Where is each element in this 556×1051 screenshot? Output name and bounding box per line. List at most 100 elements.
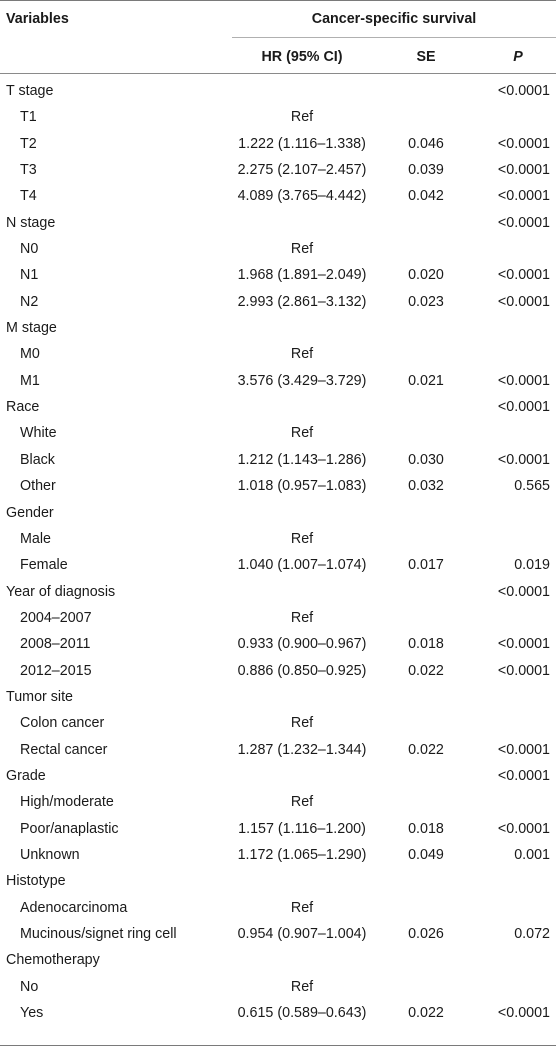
row-label: Year of diagnosis xyxy=(6,583,116,600)
row-se: 0.046 xyxy=(408,135,444,152)
table-row: T2 1.222 (1.116–1.338) 0.046 <0.0001 xyxy=(0,131,556,157)
table-row-category: T stage <0.0001 xyxy=(0,78,556,104)
table-row: M1 3.576 (3.429–3.729) 0.021 <0.0001 xyxy=(0,368,556,394)
row-hr: 4.089 (3.765–4.442) xyxy=(237,188,367,205)
table-row: N0 Ref xyxy=(0,236,556,262)
row-label: T1 xyxy=(20,109,37,126)
row-se: 0.049 xyxy=(408,846,444,863)
row-label: Chemotherapy xyxy=(6,952,100,969)
table-row: Poor/anaplastic 1.157 (1.116–1.200) 0.018 <… xyxy=(0,816,556,842)
table-row: Mucinous/signet ring cell 0.954 (0.907–1.… xyxy=(0,921,556,947)
table-row-category: Race <0.0001 xyxy=(0,394,556,420)
row-hr: Ref xyxy=(290,609,314,626)
row-se: 0.017 xyxy=(408,557,444,574)
row-label: 2004–2007 xyxy=(20,609,92,626)
row-p: <0.0001 xyxy=(497,583,550,600)
row-label: M stage xyxy=(6,320,57,337)
row-hr: Ref xyxy=(290,794,314,811)
row-label: Race xyxy=(6,399,40,416)
row-hr: 0.886 (0.850–0.925) xyxy=(237,662,367,679)
row-se: 0.021 xyxy=(408,372,444,389)
row-hr: Ref xyxy=(290,109,314,126)
table-row: White Ref xyxy=(0,420,556,446)
row-p: 0.001 xyxy=(514,846,550,863)
row-se: 0.022 xyxy=(408,662,444,679)
row-label: Rectal cancer xyxy=(20,741,108,758)
row-label: N stage xyxy=(6,214,56,231)
table-body: T stage <0.0001 T1 Ref T2 1.222 (1.116–1.338)… xyxy=(0,78,556,1026)
row-hr: Ref xyxy=(290,241,314,258)
table-row: 2008–2011 0.933 (0.900–0.967) 0.018 <0.0001 xyxy=(0,631,556,657)
row-label: T4 xyxy=(20,188,37,205)
table-row: N1 1.968 (1.891–2.049) 0.020 <0.0001 xyxy=(0,262,556,288)
table-row: High/moderate Ref xyxy=(0,789,556,815)
row-p: <0.0001 xyxy=(497,399,550,416)
row-label: Yes xyxy=(20,1005,44,1022)
row-se: 0.042 xyxy=(408,188,444,205)
row-se: 0.023 xyxy=(408,293,444,310)
table-row: Unknown 1.172 (1.065–1.290) 0.049 0.001 xyxy=(0,842,556,868)
row-p: <0.0001 xyxy=(497,662,550,679)
row-label: T2 xyxy=(20,135,37,152)
row-label: Poor/anaplastic xyxy=(20,820,119,837)
row-hr: 1.040 (1.007–1.074) xyxy=(237,557,367,574)
row-p: <0.0001 xyxy=(497,135,550,152)
row-label: Histotype xyxy=(6,873,66,890)
row-se: 0.030 xyxy=(408,451,444,468)
table-row-category: Gender xyxy=(0,500,556,526)
header-group-rule xyxy=(232,37,556,38)
row-label: T3 xyxy=(20,162,37,179)
row-hr: Ref xyxy=(290,978,314,995)
row-p: 0.072 xyxy=(514,926,550,942)
table-row: 2012–2015 0.886 (0.850–0.925) 0.022 <0.0001 xyxy=(0,658,556,684)
row-p: <0.0001 xyxy=(497,1005,550,1022)
row-label: Unknown xyxy=(20,846,80,863)
header-bottom-rule xyxy=(0,73,556,74)
table-row: N2 2.993 (2.861–3.132) 0.023 <0.0001 xyxy=(0,289,556,315)
row-label: 2008–2011 xyxy=(20,636,91,653)
header-se: SE xyxy=(416,49,436,65)
row-label: No xyxy=(20,978,39,995)
row-label: Grade xyxy=(6,767,46,784)
table-row-category: Histotype xyxy=(0,868,556,894)
table-row: M0 Ref xyxy=(0,341,556,367)
row-hr: Ref xyxy=(290,715,314,732)
row-label: M0 xyxy=(20,346,40,363)
table-bottom-rule xyxy=(0,1045,556,1046)
row-label: Adenocarcinoma xyxy=(20,899,128,916)
row-hr: 0.615 (0.589–0.643) xyxy=(237,1005,367,1022)
header-cancer-specific-survival: Cancer-specific survival xyxy=(311,11,477,27)
row-hr: 1.157 (1.116–1.200) xyxy=(238,820,366,837)
row-label: Tumor site xyxy=(6,688,73,705)
row-p: <0.0001 xyxy=(497,451,550,468)
table-row: Colon cancer Ref xyxy=(0,710,556,736)
row-hr: 1.212 (1.143–1.286) xyxy=(237,451,367,468)
header-hr: HR (95% CI) xyxy=(261,49,343,65)
row-p: <0.0001 xyxy=(497,741,550,758)
table-top-rule xyxy=(0,0,556,1)
row-label: Colon cancer xyxy=(20,715,105,732)
row-label: High/moderate xyxy=(20,794,114,811)
row-hr: Ref xyxy=(290,425,314,442)
row-p: <0.0001 xyxy=(497,636,550,653)
row-p: <0.0001 xyxy=(497,767,550,784)
row-se: 0.018 xyxy=(408,636,444,653)
row-label: Gender xyxy=(6,504,54,521)
row-hr: 0.954 (0.907–1.004) xyxy=(237,926,367,942)
row-hr: 2.993 (2.861–3.132) xyxy=(237,293,367,310)
row-hr: 1.172 (1.065–1.290) xyxy=(237,846,367,863)
row-p: 0.565 xyxy=(514,478,550,495)
row-se: 0.026 xyxy=(408,926,444,942)
table-row: Black 1.212 (1.143–1.286) 0.030 <0.0001 xyxy=(0,447,556,473)
row-hr: 0.933 (0.900–0.967) xyxy=(237,636,367,653)
row-hr: 1.222 (1.116–1.338) xyxy=(238,135,366,152)
table-row-category: Grade <0.0001 xyxy=(0,763,556,789)
table-row: Male Ref xyxy=(0,526,556,552)
row-label: T stage xyxy=(6,83,54,99)
row-p: <0.0001 xyxy=(497,293,550,310)
header-p: P xyxy=(513,49,523,65)
row-label: Other xyxy=(20,478,56,495)
row-label: Mucinous/signet ring cell xyxy=(20,926,177,942)
table-row: Rectal cancer 1.287 (1.232–1.344) 0.022 <0.… xyxy=(0,737,556,763)
row-label: N0 xyxy=(20,241,39,258)
